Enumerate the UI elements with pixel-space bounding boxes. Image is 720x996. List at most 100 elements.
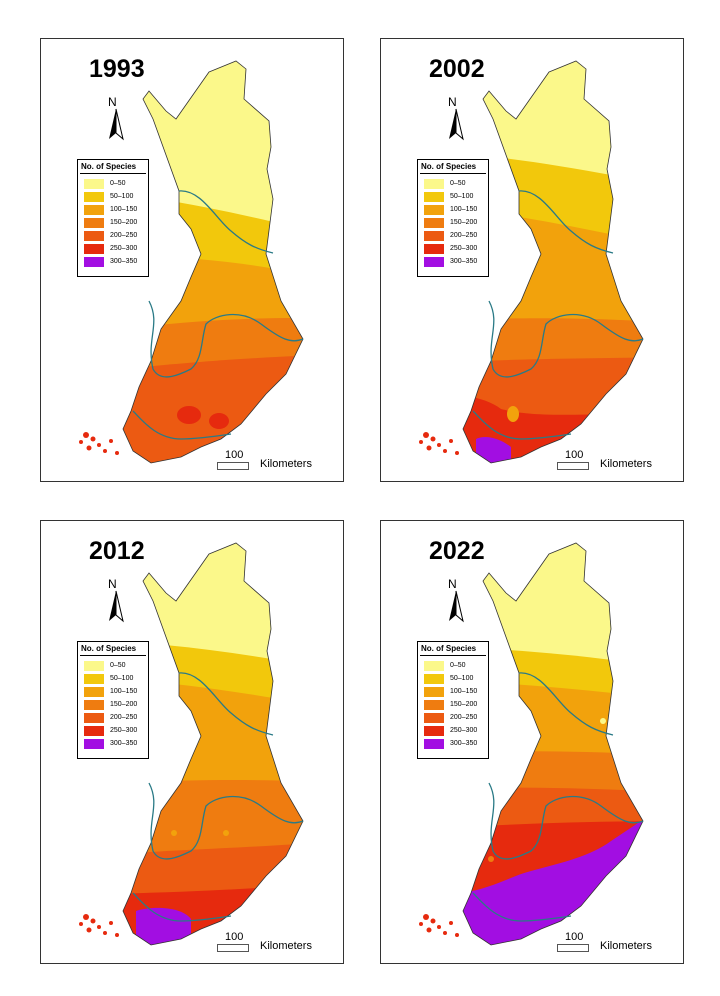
zone-300-350 <box>136 907 191 945</box>
legend-row: 100–150 <box>78 203 148 216</box>
legend-swatch <box>424 217 444 228</box>
scale-bar <box>217 944 249 952</box>
legend-row: 50–100 <box>418 672 488 685</box>
legend-swatch <box>424 191 444 202</box>
legend-row: 0–50 <box>78 659 148 672</box>
finland-species-map <box>419 542 644 946</box>
region-boundary <box>472 410 572 440</box>
scale-bar <box>217 462 249 470</box>
legend-row: 0–50 <box>418 659 488 672</box>
legend-label: 250–300 <box>110 727 138 734</box>
legend-swatch <box>84 230 104 241</box>
legend-row: 50–100 <box>418 190 488 203</box>
legend-row: 250–300 <box>418 724 488 737</box>
legend-row: 300–350 <box>418 737 488 750</box>
legend-divider <box>420 173 486 174</box>
legend-swatch <box>84 712 104 723</box>
legend-label: 250–300 <box>110 245 138 252</box>
legend-row: 100–150 <box>418 685 488 698</box>
legend-title: No. of Species <box>421 162 477 171</box>
north-arrow-icon <box>109 108 124 141</box>
legend-label: 100–150 <box>450 206 478 213</box>
legend-divider <box>80 173 146 174</box>
legend-swatch <box>424 243 444 254</box>
finland-species-map <box>79 542 304 946</box>
legend-label: 300–350 <box>450 740 478 747</box>
region-boundary <box>472 892 572 922</box>
map-year-label: 2022 <box>429 537 485 565</box>
legend-row: 300–350 <box>78 255 148 268</box>
legend-label: 150–200 <box>450 701 478 708</box>
legend-row: 200–250 <box>418 229 488 242</box>
north-arrow: N <box>445 577 467 631</box>
legend-divider <box>80 655 146 656</box>
legend-swatch <box>424 230 444 241</box>
legend-swatch <box>84 660 104 671</box>
legend-swatch <box>84 191 104 202</box>
country-outline <box>462 542 644 946</box>
legend-label: 100–150 <box>110 206 138 213</box>
hotspot <box>209 413 229 429</box>
legend-label: 0–50 <box>110 662 126 669</box>
archipelago <box>419 914 459 937</box>
region-boundary <box>518 190 614 254</box>
north-arrow-icon <box>109 590 124 623</box>
hotspot <box>177 406 201 424</box>
legend-row: 300–350 <box>418 255 488 268</box>
scale-unit: Kilometers <box>600 458 652 470</box>
finland-species-map <box>419 60 644 464</box>
legend: No. of Species 0–50 50–100 100–150 150–200 2… <box>417 641 489 759</box>
scale-value: 100 <box>225 449 244 461</box>
legend-swatch <box>84 204 104 215</box>
scale-bar <box>557 462 589 470</box>
north-arrow: N <box>105 95 127 149</box>
legend-row: 100–150 <box>78 685 148 698</box>
legend-label: 0–50 <box>110 180 126 187</box>
legend-label: 200–250 <box>450 232 478 239</box>
legend: No. of Species 0–50 50–100 100–150 150–200 2… <box>77 159 149 277</box>
finland-species-map <box>79 60 304 464</box>
legend-title: No. of Species <box>421 644 477 653</box>
legend-row: 200–250 <box>78 229 148 242</box>
legend-swatch <box>84 178 104 189</box>
country-outline <box>462 60 644 464</box>
north-letter: N <box>108 95 117 109</box>
region-boundary <box>148 782 304 860</box>
legend-swatch <box>424 686 444 697</box>
map-year-label: 2012 <box>89 537 145 565</box>
legend-row: 250–300 <box>78 724 148 737</box>
region-boundary <box>178 190 274 254</box>
legend-swatch <box>84 673 104 684</box>
legend-rows: 0–50 50–100 100–150 150–200 200–250 250–300 30… <box>78 177 148 268</box>
legend-label: 50–100 <box>450 193 474 200</box>
legend-row: 150–200 <box>78 216 148 229</box>
legend-label: 250–300 <box>450 245 478 252</box>
legend-swatch <box>84 217 104 228</box>
legend-row: 300–350 <box>78 737 148 750</box>
north-arrow: N <box>445 95 467 149</box>
legend-row: 50–100 <box>78 672 148 685</box>
archipelago <box>79 914 119 937</box>
legend-swatch <box>84 699 104 710</box>
legend: No. of Species 0–50 50–100 100–150 150–200 2… <box>417 159 489 277</box>
legend-label: 250–300 <box>450 727 478 734</box>
legend: No. of Species 0–50 50–100 100–150 150–200 2… <box>77 641 149 759</box>
legend-title: No. of Species <box>81 162 137 171</box>
legend-label: 200–250 <box>110 714 138 721</box>
country-outline <box>122 542 304 946</box>
legend-row: 150–200 <box>418 216 488 229</box>
legend-swatch <box>84 686 104 697</box>
legend-label: 50–100 <box>110 193 134 200</box>
legend-row: 0–50 <box>78 177 148 190</box>
legend-label: 300–350 <box>450 258 478 265</box>
legend-label: 150–200 <box>110 219 138 226</box>
legend-rows: 0–50 50–100 100–150 150–200 200–250 250–300 30… <box>78 659 148 750</box>
legend-title: No. of Species <box>81 644 137 653</box>
north-arrow-icon <box>449 108 464 141</box>
legend-divider <box>420 655 486 656</box>
legend-swatch <box>424 204 444 215</box>
legend-label: 150–200 <box>450 219 478 226</box>
legend-swatch <box>424 712 444 723</box>
north-letter: N <box>448 95 457 109</box>
north-letter: N <box>108 577 117 591</box>
